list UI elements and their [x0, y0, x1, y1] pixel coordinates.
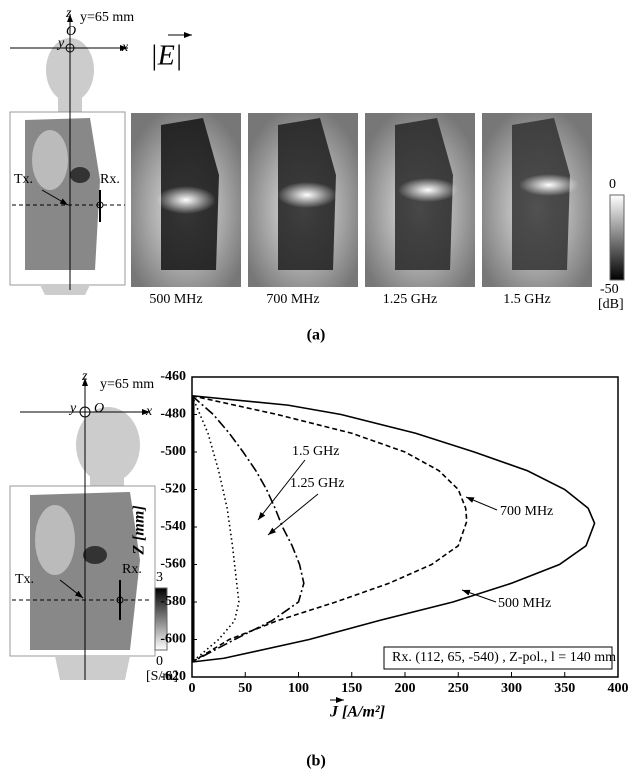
y-tick-label: -460 [160, 369, 186, 384]
colorbar-label: 3 [156, 570, 163, 585]
colorbar [609, 194, 625, 281]
axis-label: x [145, 404, 153, 419]
y-tick-label: -520 [160, 482, 186, 497]
plane-label: y=65 mm [100, 377, 154, 392]
annotation-arrow [461, 589, 497, 603]
data-line [191, 395, 305, 663]
data-line [191, 394, 468, 663]
colorbar-unit: [S/m] [146, 669, 178, 684]
colorbar-label: 0 [609, 177, 616, 192]
axis-label: z [81, 369, 88, 384]
tx-label: Tx. [15, 572, 34, 587]
colorbar-unit: [dB] [598, 297, 624, 312]
y-tick-label: -580 [160, 594, 186, 609]
colorbar-label: 0 [156, 654, 163, 669]
colorbar-label: -50 [600, 282, 619, 297]
y-axis-label: Z [mm] [131, 505, 148, 555]
axis-label: y [68, 401, 77, 416]
axis-label: y [56, 36, 65, 51]
x-tick-label: 200 [395, 681, 416, 696]
x-axis-label: J [A/m²] [329, 704, 385, 721]
annotation-arrow [267, 493, 319, 536]
curve-label: 500 MHz [498, 596, 551, 611]
colorbar [154, 587, 168, 651]
y-tick-label: -600 [160, 632, 186, 647]
frequency-label: 500 MHz [149, 292, 202, 307]
origin-label: O [94, 401, 104, 416]
field-maps: 500 MHz 700 MHz 1.25 GHz 1.5 GHz [131, 113, 592, 307]
y-tick-label: -480 [160, 407, 186, 422]
rx-label: Rx. [122, 562, 142, 577]
curve-label: 1.25 GHz [290, 476, 344, 491]
origin-label: O [66, 24, 76, 39]
curve-label: 700 MHz [500, 504, 553, 519]
field-hotspot [519, 174, 579, 196]
rx-label: Rx. [100, 172, 120, 187]
axis-label: x [121, 40, 129, 55]
curve-label: 1.5 GHz [292, 444, 339, 459]
y-tick-label: -540 [160, 519, 186, 534]
x-tick-label: 400 [608, 681, 629, 696]
field-hotspot [398, 178, 458, 202]
x-tick-label: 300 [501, 681, 522, 696]
frequency-label: 700 MHz [266, 292, 319, 307]
phantom-a [9, 14, 128, 295]
y-tick-label: -620 [160, 669, 186, 684]
annotation-arrow [465, 496, 498, 511]
data-line [191, 395, 240, 663]
field-hotspot [277, 182, 337, 208]
plane-label: y=65 mm [80, 10, 134, 25]
x-tick-label: 100 [288, 681, 309, 696]
axis-label: z [65, 6, 72, 21]
x-tick-label: 350 [554, 681, 575, 696]
frequency-label: 1.5 GHz [503, 292, 550, 307]
x-tick-label: 50 [238, 681, 252, 696]
caption: (b) [306, 753, 326, 770]
plot-frame [191, 376, 619, 678]
annotation: Rx. (112, 65, -540) , Z-pol., l = 140 mm [392, 650, 616, 665]
quantity-label: |E| [150, 40, 183, 71]
data-line [191, 394, 596, 663]
frequency-label: 1.25 GHz [383, 292, 437, 307]
field-hotspot [156, 186, 216, 214]
x-tick-label: 250 [448, 681, 469, 696]
y-tick-label: -560 [160, 557, 186, 572]
caption: (a) [307, 327, 326, 344]
annotation-arrow [257, 459, 306, 521]
y-tick-label: -500 [160, 444, 186, 459]
line-chart: J [A/m²] Z [mm] Rx. (112, 65, -540) , Z-… [131, 369, 629, 720]
x-tick-label: 150 [341, 681, 362, 696]
x-tick-label: 0 [189, 681, 196, 696]
tx-label: Tx. [14, 172, 33, 187]
annotation-box [383, 646, 613, 670]
phantom-b [9, 378, 156, 680]
